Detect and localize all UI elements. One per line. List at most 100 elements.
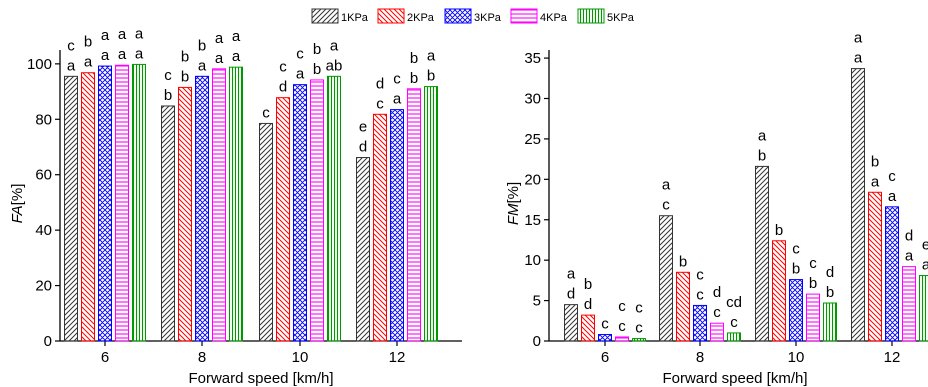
significance-letter: a bbox=[84, 54, 93, 71]
chart-fm: 0 5 10 15 20 25 30 35 6 8 10 12 Forward speed [km/h]… bbox=[505, 30, 928, 387]
bar-4kpa-12 bbox=[407, 88, 421, 342]
significance-letter: b bbox=[84, 34, 92, 51]
significance-letter: a bbox=[101, 47, 110, 64]
bar-5kpa-8 bbox=[229, 66, 243, 342]
significance-letter: b bbox=[181, 48, 189, 65]
significance-letter: a bbox=[232, 28, 241, 45]
x-tick-label: 8 bbox=[696, 349, 704, 366]
bar-4kpa-6 bbox=[115, 64, 129, 342]
significance-letter: c bbox=[662, 197, 670, 214]
bar-2kpa-10 bbox=[772, 240, 786, 342]
significance-letter: a bbox=[922, 257, 928, 274]
bar-2kpa-6 bbox=[581, 314, 595, 342]
significance-letter: c bbox=[618, 298, 626, 315]
legend-swatch-1kpa bbox=[311, 8, 339, 24]
significance-letter: d bbox=[713, 284, 721, 301]
bar-5kpa-12 bbox=[424, 86, 438, 342]
significance-letter: b bbox=[584, 276, 592, 293]
y-axis-label-var: FM bbox=[505, 203, 522, 225]
legend-label-5kpa: 5KPa bbox=[607, 12, 635, 24]
significance-letter: ab bbox=[326, 57, 343, 74]
x-tick-label: 6 bbox=[601, 349, 609, 366]
bar-1kpa-10 bbox=[755, 165, 769, 342]
x-tick-label: 10 bbox=[292, 349, 309, 366]
significance-letter: cd bbox=[726, 294, 742, 311]
bar-5kpa-10 bbox=[823, 302, 837, 342]
bar-3kpa-12 bbox=[885, 206, 899, 342]
significance-letter: b bbox=[198, 37, 206, 54]
significance-letter: b bbox=[427, 68, 435, 85]
y-axis-label: FA[%] bbox=[9, 184, 26, 224]
legend-swatch-2kpa bbox=[377, 8, 405, 24]
y-tick-label: 15 bbox=[524, 212, 541, 229]
bar-3kpa-12 bbox=[390, 109, 404, 342]
significance-letter: d bbox=[376, 75, 384, 92]
significance-letter: b bbox=[809, 275, 817, 292]
bar-5kpa-6 bbox=[132, 63, 146, 342]
y-axis-label: FM[%] bbox=[505, 182, 522, 225]
significance-letter: b bbox=[792, 261, 800, 278]
significance-letter: a bbox=[854, 30, 863, 47]
significance-letter: c bbox=[393, 71, 401, 88]
significance-letter: b bbox=[313, 41, 321, 58]
significance-letter: a bbox=[118, 26, 127, 43]
significance-letter: b bbox=[758, 147, 766, 164]
significance-letter: b bbox=[871, 153, 879, 170]
y-tick-label: 100 bbox=[27, 56, 52, 73]
legend-label-4kpa: 4KPa bbox=[540, 12, 568, 24]
x-tick-label: 12 bbox=[389, 349, 406, 366]
significance-letter: c bbox=[713, 304, 721, 321]
significance-letter: c bbox=[888, 168, 896, 185]
y-tick-label: 40 bbox=[35, 222, 52, 239]
x-axis-label: Forward speed [km/h] bbox=[662, 370, 807, 387]
significance-letter: a bbox=[854, 50, 863, 67]
bar-3kpa-6 bbox=[598, 334, 612, 342]
significance-letter: c bbox=[164, 67, 172, 84]
significance-letter: a bbox=[905, 248, 914, 265]
bar-5kpa-10 bbox=[327, 75, 341, 342]
x-tick-label: 8 bbox=[198, 349, 206, 366]
significance-letter: a bbox=[67, 57, 76, 74]
bar-2kpa-8 bbox=[676, 271, 690, 342]
y-tick-label: 25 bbox=[524, 131, 541, 148]
x-tick-label: 12 bbox=[884, 349, 901, 366]
significance-letter: b bbox=[775, 222, 783, 239]
significance-letter: c bbox=[601, 316, 609, 333]
bar-1kpa-6 bbox=[64, 75, 78, 342]
significance-letter: a bbox=[662, 177, 671, 194]
y-axis-label-unit: [%] bbox=[505, 182, 522, 204]
significance-letter: c bbox=[279, 59, 287, 76]
bar-1kpa-6 bbox=[564, 304, 578, 342]
chart-fa: 0 20 40 60 80 100 6 8 10 12 Forward speed [km/h] FA… bbox=[9, 25, 462, 387]
bar-4kpa-6 bbox=[615, 336, 629, 342]
y-tick-label: 30 bbox=[524, 91, 541, 108]
significance-letter: c bbox=[635, 300, 643, 317]
significance-letter: a bbox=[330, 37, 339, 54]
bar-2kpa-6 bbox=[81, 72, 95, 342]
bar-1kpa-10 bbox=[259, 122, 273, 342]
y-tick-label: 0 bbox=[44, 333, 52, 350]
significance-letter: a bbox=[567, 266, 576, 283]
significance-letter: e bbox=[359, 119, 367, 136]
significance-letter: d bbox=[826, 264, 834, 281]
legend-swatch-3kpa bbox=[444, 8, 472, 24]
significance-letter: c bbox=[67, 37, 75, 54]
bar-5kpa-8 bbox=[727, 332, 741, 342]
legend-label-3kpa: 3KPa bbox=[474, 12, 502, 24]
bar-4kpa-10 bbox=[806, 293, 820, 342]
significance-letter: a bbox=[296, 66, 305, 83]
significance-letter: c bbox=[635, 320, 643, 337]
significance-letter: b bbox=[826, 284, 834, 301]
y-tick-label: 20 bbox=[35, 278, 52, 295]
significance-letter: b bbox=[313, 61, 321, 78]
significance-letter: a bbox=[758, 127, 767, 144]
significance-letter: b bbox=[410, 70, 418, 87]
significance-letter: d bbox=[359, 139, 367, 156]
x-tick-label: 6 bbox=[101, 349, 109, 366]
significance-letter: c bbox=[296, 46, 304, 63]
y-tick-label: 10 bbox=[524, 252, 541, 269]
significance-letter: a bbox=[427, 48, 436, 65]
y-tick-label: 20 bbox=[524, 171, 541, 188]
significance-letter: a bbox=[215, 30, 224, 47]
